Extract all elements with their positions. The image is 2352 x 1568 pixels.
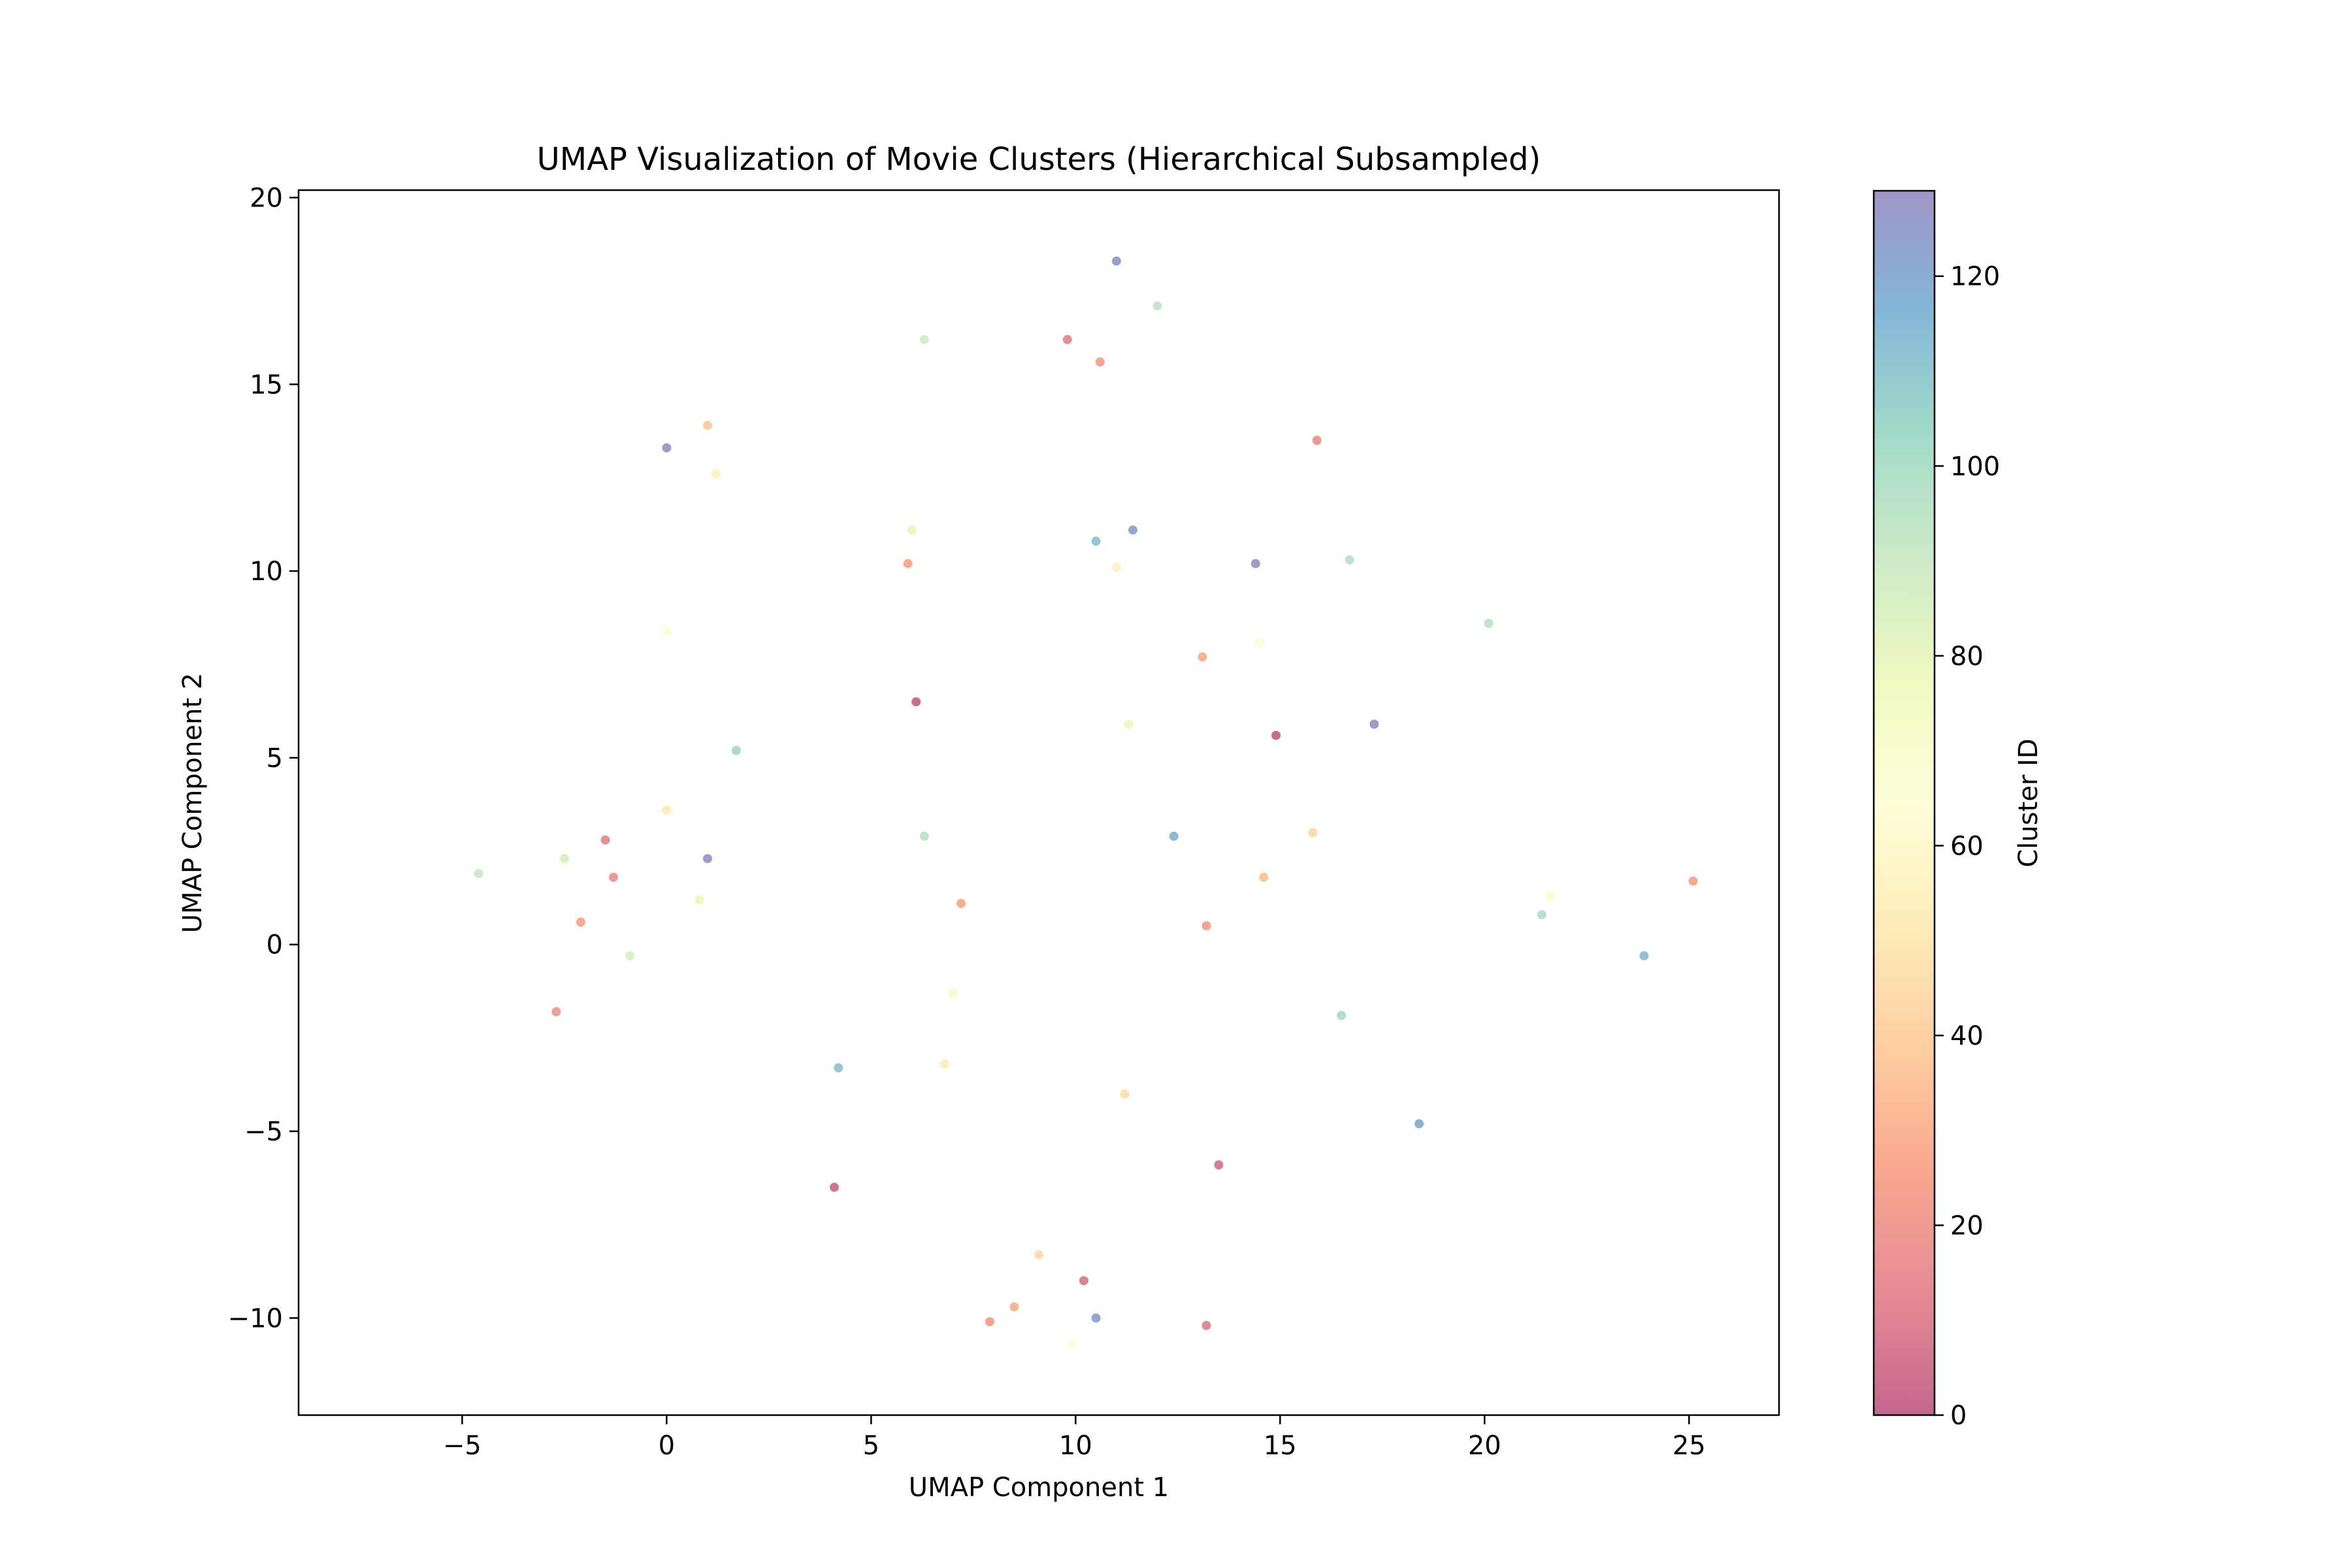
x-tick-label: 15	[1264, 1431, 1297, 1461]
scatter-point-44	[1639, 951, 1649, 960]
scatter-point-27	[559, 854, 569, 864]
scatter-point-19	[1271, 730, 1281, 740]
y-tick-label: 20	[250, 183, 283, 213]
x-tick-label: −5	[443, 1431, 482, 1461]
scatter-points	[474, 256, 1698, 1349]
scatter-point-56	[1201, 1320, 1211, 1330]
scatter-point-49	[1414, 1119, 1424, 1129]
scatter-point-39	[1169, 831, 1179, 841]
scatter-point-43	[1537, 910, 1546, 919]
plot-background	[299, 190, 1779, 1415]
x-tick-label: 25	[1673, 1431, 1706, 1461]
scatter-point-26	[609, 872, 618, 882]
scatter-point-1	[1095, 357, 1105, 367]
scatter-point-58	[834, 1063, 843, 1073]
scatter-point-48	[1214, 1160, 1224, 1169]
scatter-point-28	[625, 951, 634, 960]
y-axis-label: UMAP Component 2	[178, 673, 208, 933]
scatter-point-55	[1009, 1302, 1019, 1312]
scatter-point-22	[1484, 619, 1494, 629]
scatter-point-59	[830, 1183, 839, 1192]
scatter-point-0	[1062, 335, 1072, 344]
scatter-point-17	[1255, 637, 1264, 647]
y-tick-label: −10	[228, 1303, 283, 1333]
scatter-point-50	[1034, 1250, 1043, 1260]
scatter-point-2	[1152, 301, 1162, 311]
x-tick-label: 20	[1468, 1431, 1501, 1461]
colorbar-tick-label: 0	[1950, 1401, 1967, 1431]
colorbar-frame	[1872, 189, 1936, 1416]
scatter-point-31	[703, 854, 712, 864]
scatter-point-18	[911, 697, 921, 707]
x-tick-label: 10	[1059, 1431, 1092, 1461]
scatter-point-25	[600, 835, 610, 845]
y-tick-label: 0	[267, 930, 283, 960]
scatter-point-3	[1111, 256, 1121, 266]
scatter-point-8	[1312, 436, 1322, 445]
scatter-point-9	[907, 525, 917, 535]
colorbar-tick-label: 20	[1950, 1211, 1984, 1241]
scatter-point-30	[662, 805, 672, 815]
chart-title: UMAP Visualization of Movie Clusters (Hi…	[537, 141, 1541, 178]
colorbar-tick-label: 40	[1950, 1021, 1984, 1051]
y-tick-label: 10	[250, 557, 283, 587]
y-axis: −10 −5 0 5 10 15 20	[228, 183, 299, 1333]
x-axis-label: UMAP Component 1	[909, 1473, 1169, 1503]
scatter-point-37	[1201, 921, 1211, 931]
scatter-point-11	[1091, 536, 1101, 546]
y-tick-label: 15	[250, 370, 283, 400]
scatter-point-47	[948, 988, 958, 998]
scatter-point-23	[731, 745, 741, 755]
scatter-point-5	[703, 421, 712, 431]
scatter-point-46	[940, 1059, 949, 1069]
scatter-point-10	[903, 559, 913, 568]
scatter-point-51	[1079, 1276, 1088, 1286]
x-tick-label: 0	[659, 1431, 675, 1461]
colorbar-tick-label: 80	[1950, 642, 1984, 672]
scatter-point-20	[1369, 719, 1379, 729]
scatter-point-36	[956, 898, 966, 908]
scatter-point-57	[1120, 1089, 1130, 1099]
colorbar: 0 20 40 60 80 100 120 Cluster ID	[1872, 189, 2044, 1431]
plot-frame	[297, 189, 1780, 1416]
colorbar-tick-label: 60	[1950, 831, 1984, 861]
colorbar-tick-label: 120	[1950, 262, 2000, 292]
scatter-point-34	[551, 1007, 561, 1017]
x-axis: −5 0 5 10 15 20 25	[443, 1415, 1706, 1461]
colorbar-tick-label: 100	[1950, 451, 2000, 482]
scatter-point-14	[1250, 559, 1260, 568]
scatter-point-42	[1545, 891, 1555, 901]
y-tick-label: −5	[244, 1117, 283, 1147]
colorbar-ticks: 0 20 40 60 80 100 120	[1935, 262, 2000, 1431]
scatter-point-13	[1128, 525, 1137, 535]
scatter-point-52	[985, 1317, 994, 1327]
scatter-point-16	[1198, 652, 1207, 662]
scatter-point-4	[919, 335, 929, 344]
y-tick-label: 5	[267, 743, 283, 774]
scatter-point-7	[711, 469, 721, 479]
scatter-point-54	[1091, 1313, 1101, 1323]
scatter-point-21	[1124, 719, 1134, 729]
scatter-point-38	[1259, 872, 1269, 882]
scatter-point-41	[1337, 1011, 1347, 1021]
scatter-point-33	[474, 869, 483, 879]
scatter-point-45	[1688, 876, 1698, 886]
x-tick-label: 5	[863, 1431, 879, 1461]
plot-area	[297, 189, 1780, 1416]
scatter-point-15	[1345, 555, 1354, 564]
colorbar-label: Cluster ID	[2014, 738, 2044, 867]
scatter-point-12	[1111, 563, 1121, 572]
scatter-point-32	[694, 895, 704, 905]
scatter-point-53	[1067, 1339, 1077, 1349]
scatter-point-40	[1308, 828, 1318, 838]
scatter-point-29	[576, 917, 585, 927]
scatter-point-24	[662, 626, 672, 636]
scatter-point-35	[919, 831, 929, 841]
colorbar-gradient	[1874, 191, 1935, 1415]
scatter-point-6	[662, 443, 672, 453]
